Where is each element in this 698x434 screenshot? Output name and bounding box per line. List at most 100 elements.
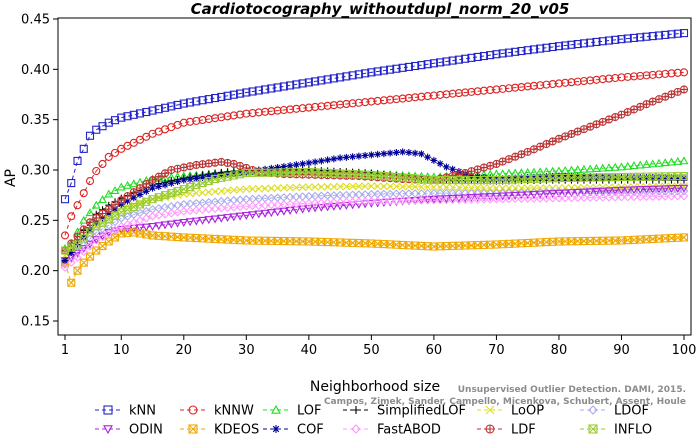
- point-fastabod: [617, 192, 626, 202]
- point-cof: [311, 158, 319, 166]
- point-knn: [117, 113, 126, 122]
- point-loop: [373, 182, 382, 191]
- point-cof: [430, 156, 438, 164]
- point-knnw: [204, 115, 213, 124]
- point-odin: [560, 189, 570, 198]
- point-knn: [104, 118, 113, 127]
- point-fastabod: [60, 263, 70, 272]
- point-fastabod: [548, 194, 557, 203]
- point-lof: [585, 164, 595, 173]
- point-loop: [286, 183, 294, 192]
- point-odin: [266, 209, 276, 218]
- point-loop: [486, 184, 495, 192]
- point-knnw: [467, 87, 476, 96]
- point-knn: [579, 39, 589, 48]
- point-fastabod: [435, 195, 445, 205]
- point-fastabod: [192, 205, 201, 215]
- point-loop: [473, 183, 482, 192]
- point-loop: [254, 184, 263, 193]
- point-odin: [535, 190, 545, 199]
- point-knn: [123, 112, 132, 121]
- point-odin: [548, 190, 558, 199]
- point-knn: [73, 156, 82, 165]
- point-ldof: [667, 187, 676, 196]
- point-kdeos: [98, 241, 107, 251]
- point-loop: [217, 187, 226, 196]
- point-odin: [660, 185, 670, 194]
- point-knn: [354, 70, 363, 79]
- point-cof: [105, 209, 113, 217]
- point-lof: [629, 161, 639, 170]
- point-fastabod: [448, 195, 457, 205]
- point-knnw: [436, 90, 445, 99]
- point-knnw: [110, 148, 120, 157]
- point-knn: [379, 66, 388, 75]
- point-odin: [673, 184, 683, 193]
- point-fastabod: [98, 232, 107, 242]
- point-knnw: [661, 69, 670, 78]
- point-lof: [598, 163, 608, 172]
- point-loop: [336, 182, 344, 191]
- point-knnw: [92, 166, 101, 176]
- point-ldf: [110, 200, 120, 209]
- point-odin: [73, 249, 82, 258]
- point-loop: [354, 182, 363, 191]
- point-knnw: [598, 75, 607, 84]
- point-odin: [498, 192, 508, 201]
- point-fastabod: [273, 200, 282, 210]
- point-odin: [554, 189, 564, 198]
- point-odin: [191, 217, 201, 226]
- point-fastabod: [110, 225, 120, 235]
- point-fastabod: [298, 199, 307, 208]
- point-knn: [429, 59, 438, 68]
- point-fastabod: [185, 206, 195, 216]
- point-fastabod: [648, 192, 658, 201]
- point-odin: [260, 209, 270, 218]
- point-knn: [386, 65, 395, 74]
- point-lof: [98, 195, 107, 204]
- point-knn: [186, 98, 195, 107]
- point-odin: [579, 188, 589, 197]
- point-loop: [361, 182, 370, 191]
- point-knnw: [98, 159, 107, 169]
- point-fastabod: [329, 198, 339, 207]
- point-odin: [573, 188, 583, 197]
- point-fastabod: [535, 194, 545, 203]
- point-knnw: [279, 105, 288, 115]
- point-knnw: [429, 91, 438, 100]
- credit-text: Campos, Zimek, Sander, Campello, Micenko…: [324, 397, 686, 407]
- point-loop: [236, 185, 244, 194]
- point-cof: [317, 157, 325, 165]
- point-cof: [499, 175, 507, 183]
- point-odin: [304, 204, 314, 213]
- legend-label-simplifiedlof: SimplifiedLOF: [377, 404, 466, 419]
- point-fastabod: [348, 197, 357, 207]
- point-knn: [217, 92, 226, 101]
- point-ldof: [648, 187, 658, 196]
- point-knn: [411, 61, 420, 71]
- point-knnw: [198, 115, 207, 125]
- point-loop: [386, 182, 395, 191]
- point-odin: [235, 212, 245, 221]
- point-loop: [292, 183, 301, 192]
- point-fastabod: [460, 195, 470, 204]
- point-cof: [661, 174, 669, 182]
- point-knnw: [135, 135, 145, 144]
- point-odin: [185, 218, 195, 227]
- legend-item-loop: LoOP: [477, 404, 544, 419]
- point-odin: [542, 190, 551, 199]
- point-odin: [398, 197, 408, 206]
- point-lof: [610, 162, 620, 171]
- point-cof: [361, 152, 369, 160]
- point-knn: [442, 57, 451, 66]
- point-ldf: [98, 209, 107, 218]
- point-fastabod: [379, 196, 389, 206]
- point-knnw: [354, 98, 363, 107]
- point-knnw: [461, 88, 470, 97]
- point-fastabod: [204, 204, 214, 214]
- point-fastabod: [235, 202, 245, 212]
- point-knn: [311, 77, 320, 86]
- point-knn: [198, 96, 207, 105]
- point-knn: [323, 75, 332, 84]
- point-fastabod: [417, 196, 426, 205]
